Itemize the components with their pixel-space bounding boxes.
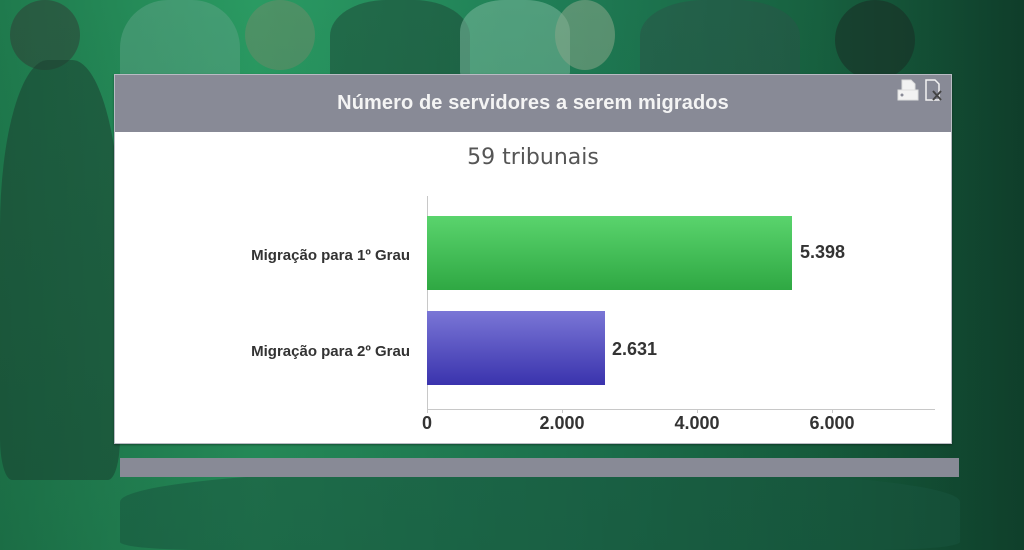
y-axis-line xyxy=(427,196,428,410)
bar-chart: Migração para 1º Grau 5.398 Migração par… xyxy=(115,75,951,443)
value-label: 2.631 xyxy=(612,339,658,359)
x-axis-line xyxy=(427,409,935,410)
category-label: Migração para 2º Grau xyxy=(251,343,410,360)
x-tick-label: 4.000 xyxy=(674,413,720,433)
print-icon[interactable] xyxy=(897,78,919,102)
bar-1o-grau[interactable] xyxy=(427,216,792,290)
dialog-header: Número de servidores a serem migrados xyxy=(115,75,951,132)
export-excel-icon[interactable] xyxy=(923,78,945,102)
category-label: Migração para 1º Grau xyxy=(251,247,410,264)
chart-title: Número de servidores a serem migrados xyxy=(337,92,729,114)
footer-bar xyxy=(120,458,959,477)
chart-dialog: Número de servidores a serem migrados 59… xyxy=(114,74,952,444)
x-tick-label: 0 xyxy=(421,413,433,433)
x-tick-label: 2.000 xyxy=(539,413,585,433)
bar-2o-grau[interactable] xyxy=(427,311,605,385)
x-tick-label: 6.000 xyxy=(809,413,855,433)
value-label: 5.398 xyxy=(800,242,846,262)
chart-subtitle: 59 tribunais xyxy=(467,145,599,170)
